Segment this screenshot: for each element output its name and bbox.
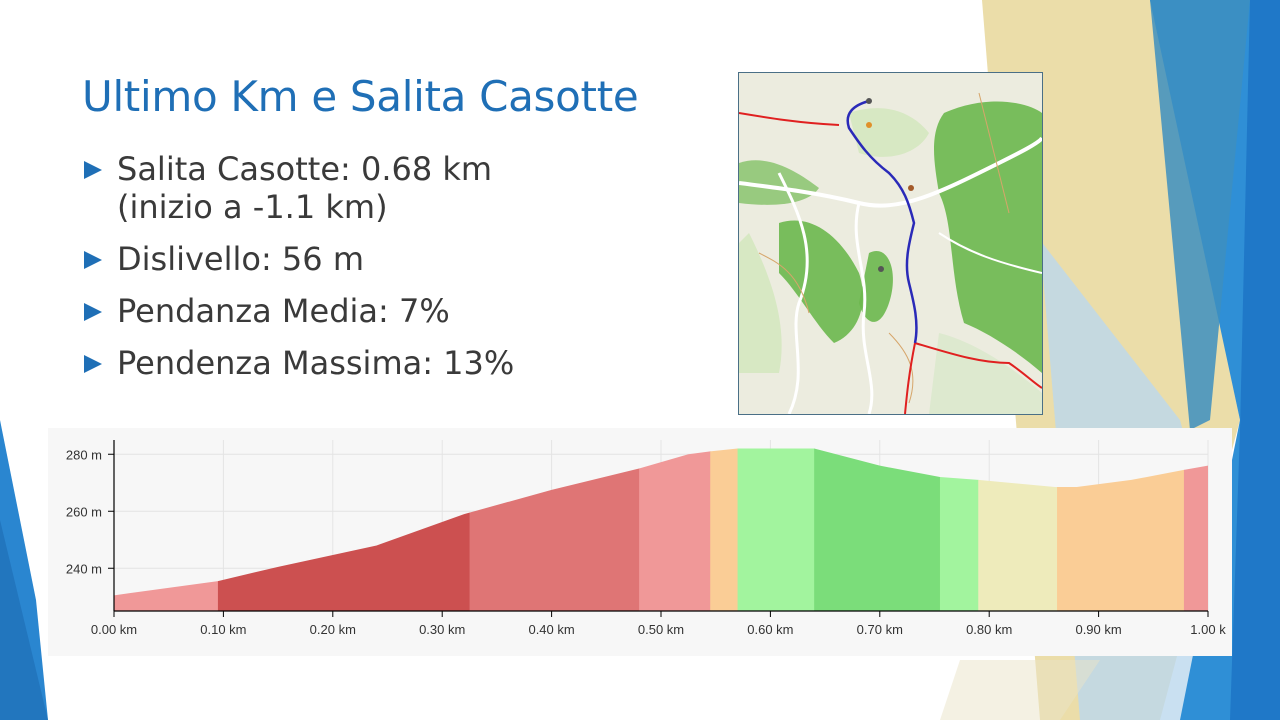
x-tick-label: 0.00 km xyxy=(91,622,137,637)
map-street xyxy=(739,136,1042,208)
map-street xyxy=(777,172,809,414)
triangle-bullet-icon xyxy=(84,161,102,179)
bullet-item: Salita Casotte: 0.68 km (inizio a -1.1 k… xyxy=(82,150,642,226)
map-main-road xyxy=(739,112,840,126)
map-meadow xyxy=(849,108,929,157)
map-forest-south xyxy=(859,251,893,322)
route-map-graphic xyxy=(739,73,1042,414)
chart-axes xyxy=(108,440,1209,617)
map-forest-east xyxy=(934,101,1042,373)
x-tick-label: 0.10 km xyxy=(200,622,246,637)
gradient-segment xyxy=(939,448,979,611)
gradient-segment xyxy=(978,448,1058,611)
triangle-bullet-icon xyxy=(84,303,102,321)
gradient-segment xyxy=(469,448,640,611)
map-forest-center xyxy=(779,220,863,343)
y-tick-label: 280 m xyxy=(66,447,102,462)
x-tick-label: 0.50 km xyxy=(638,622,684,637)
map-street xyxy=(854,202,874,414)
bg-shape-deep-blue xyxy=(1230,0,1280,720)
elevation-chart-svg: 0.00 km 0.10 km 0.20 km 0.30 km 0.40 km 0.50 … xyxy=(66,440,1226,637)
gradient-segment xyxy=(710,448,739,611)
gradient-segment xyxy=(1057,448,1185,611)
x-tick-label: 0.80 km xyxy=(966,622,1012,637)
bullet-item: Pendenza Massima: 13% xyxy=(82,344,642,382)
gradient-segment xyxy=(217,448,471,611)
bullet-list: Salita Casotte: 0.68 km (inizio a -1.1 k… xyxy=(82,150,642,396)
bullet-text: Pendanza Media: 7% xyxy=(117,292,450,330)
map-poi-marker xyxy=(866,122,872,128)
x-tick-label: 0.90 km xyxy=(1075,622,1121,637)
bullet-item: Pendanza Media: 7% xyxy=(82,292,642,330)
map-poi-marker xyxy=(908,185,914,191)
map-forest-west xyxy=(739,160,819,205)
elevation-chart: 0.00 km 0.10 km 0.20 km 0.30 km 0.40 km 0.50 … xyxy=(48,428,1232,656)
bg-shape-teal xyxy=(1150,0,1250,430)
x-tick-label: 0.20 km xyxy=(310,622,356,637)
y-tick-label: 260 m xyxy=(66,504,102,519)
gradient-segment xyxy=(1183,448,1208,611)
chart-tick-labels: 0.00 km 0.10 km 0.20 km 0.30 km 0.40 km 0.50 … xyxy=(66,447,1226,637)
x-tick-label: 0.40 km xyxy=(528,622,574,637)
x-tick-label: 0.30 km xyxy=(419,622,465,637)
map-street xyxy=(938,232,1042,274)
bullet-item: Dislivello: 56 m xyxy=(82,240,642,278)
bg-shape-left-dark xyxy=(0,520,48,720)
triangle-bullet-icon xyxy=(84,251,102,269)
map-main-road xyxy=(904,342,916,414)
x-tick-label: 1.00 k xyxy=(1190,622,1226,637)
x-tick-label: 0.60 km xyxy=(747,622,793,637)
bg-shape-bottom-sand xyxy=(940,660,1100,720)
slide-title: Ultimo Km e Salita Casotte xyxy=(82,72,639,121)
map-poi-marker xyxy=(866,98,872,104)
gradient-segment xyxy=(814,448,941,611)
map-meadow xyxy=(739,233,782,373)
map-route-path xyxy=(846,99,918,344)
gradient-segment xyxy=(639,448,711,611)
map-poi-marker xyxy=(878,266,884,272)
bullet-text: Pendenza Massima: 13% xyxy=(117,344,515,382)
triangle-bullet-icon xyxy=(84,355,102,373)
gradient-segment xyxy=(737,448,815,611)
x-tick-label: 0.70 km xyxy=(857,622,903,637)
route-map xyxy=(738,72,1043,415)
map-meadow xyxy=(929,333,1042,414)
bullet-text: Salita Casotte: 0.68 km (inizio a -1.1 k… xyxy=(117,150,493,226)
map-main-road xyxy=(914,342,1042,389)
bullet-text: Dislivello: 56 m xyxy=(117,240,364,278)
gradient-segment xyxy=(114,448,219,611)
y-tick-label: 240 m xyxy=(66,561,102,576)
